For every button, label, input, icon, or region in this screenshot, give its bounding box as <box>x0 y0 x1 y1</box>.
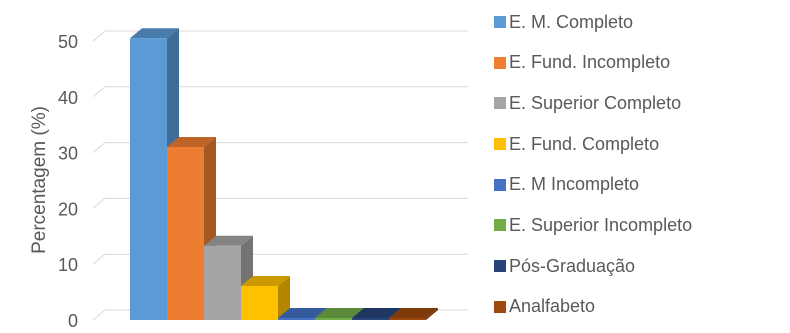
bar-top <box>315 308 364 318</box>
bar-front <box>315 318 352 320</box>
bar-top <box>204 235 253 246</box>
y-tick-label: 10 <box>58 255 78 275</box>
legend-label: E. M. Completo <box>509 11 634 32</box>
bar-analfabeto <box>389 308 438 320</box>
grid-line <box>92 142 468 153</box>
legend-item: E. Superior Completo <box>494 88 692 118</box>
legend-label: E. Fund. Completo <box>509 133 660 154</box>
legend-label: Analfabeto <box>509 296 596 317</box>
y-tick-label: 50 <box>58 32 78 52</box>
y-tick-label: 40 <box>58 88 78 108</box>
y-tick-label: 20 <box>58 199 78 219</box>
legend-label: E. Fund. Incompleto <box>509 52 671 73</box>
y-axis-label: Percentagem (%) <box>29 106 50 254</box>
bar-front <box>352 318 389 320</box>
y-tick-labels: 0 10 20 30 40 50 <box>58 32 78 331</box>
bar-front <box>204 245 241 320</box>
bar-side <box>426 308 438 320</box>
legend-swatch <box>494 16 506 28</box>
bar-top <box>352 308 401 318</box>
bar-side <box>278 275 290 320</box>
legend-swatch <box>494 56 506 69</box>
bar-front <box>130 38 167 321</box>
grid-line <box>92 86 468 98</box>
legend-item: E. Superior Incompleto <box>494 210 692 240</box>
grid-line <box>92 30 468 42</box>
legend-label: Pós-Graduação <box>509 255 636 276</box>
bar-top <box>167 137 216 148</box>
legend-label: E. Superior Completo <box>509 92 682 113</box>
legend-swatch <box>494 138 506 151</box>
legend-swatch <box>494 219 506 232</box>
bar-top <box>130 28 179 39</box>
legend-item: E. M Incompleto <box>494 170 692 200</box>
y-tick-label: 0 <box>68 311 78 331</box>
bar-front <box>278 318 315 320</box>
bar-chart: 0 10 20 30 40 50 Percentagem (%) <box>29 28 468 331</box>
legend-item: E. Fund. Completo <box>494 129 692 159</box>
bar-front <box>389 318 426 320</box>
legend-label: E. M Incompleto <box>509 174 640 195</box>
legend: E. M. Completo E. Fund. Incompleto E. Supe… <box>494 7 692 333</box>
y-tick-label: 30 <box>58 144 78 164</box>
bars <box>130 28 438 321</box>
bar-front <box>241 285 278 320</box>
grid-line <box>92 253 468 265</box>
bar-front <box>167 147 204 320</box>
legend-item: Analfabeto <box>494 292 692 322</box>
bar-e-fund-completo <box>241 275 290 320</box>
legend-label: E. Superior Incompleto <box>509 214 693 235</box>
legend-item: Pós-Graduação <box>494 251 692 281</box>
legend-swatch <box>494 260 506 273</box>
legend-item: E. M. Completo <box>494 7 692 37</box>
legend-swatch <box>494 178 506 191</box>
grid-line <box>92 197 468 209</box>
bar-top <box>389 308 438 318</box>
bar-top <box>241 275 290 286</box>
legend-swatch <box>494 97 506 110</box>
bar-top <box>278 308 327 318</box>
legend-item: E. Fund. Incompleto <box>494 48 692 78</box>
legend-swatch <box>494 300 506 313</box>
